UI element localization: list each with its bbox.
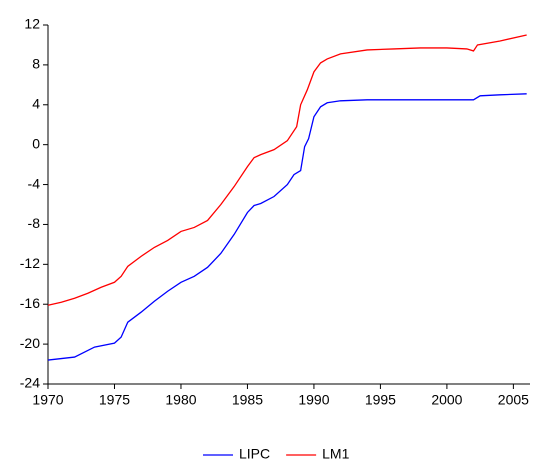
y-tick-label: -20: [20, 335, 40, 351]
legend-label: LIPC: [239, 446, 270, 462]
x-tick-label: 1970: [32, 392, 63, 408]
x-tick-label: 2005: [498, 392, 529, 408]
y-tick-label: -4: [28, 175, 41, 191]
y-tick-label: 4: [32, 95, 40, 111]
x-tick-label: 1995: [365, 392, 396, 408]
series-line: [47, 93, 527, 361]
x-tick-label: 1990: [298, 392, 329, 408]
x-tick-label: 2000: [431, 392, 462, 408]
x-tick-label: 1985: [232, 392, 263, 408]
x-tick-label: 1980: [165, 392, 196, 408]
y-tick-label: 0: [32, 135, 40, 151]
legend-label: LM1: [322, 446, 349, 462]
y-tick-label: -24: [20, 375, 40, 391]
y-tick-label: -8: [28, 215, 41, 231]
y-tick-label: 8: [32, 56, 40, 72]
x-tick-label: 1975: [99, 392, 130, 408]
y-tick-label: -12: [20, 255, 40, 271]
y-tick-label: 12: [24, 16, 40, 32]
y-tick-label: -16: [20, 295, 40, 311]
series-line: [47, 34, 527, 306]
